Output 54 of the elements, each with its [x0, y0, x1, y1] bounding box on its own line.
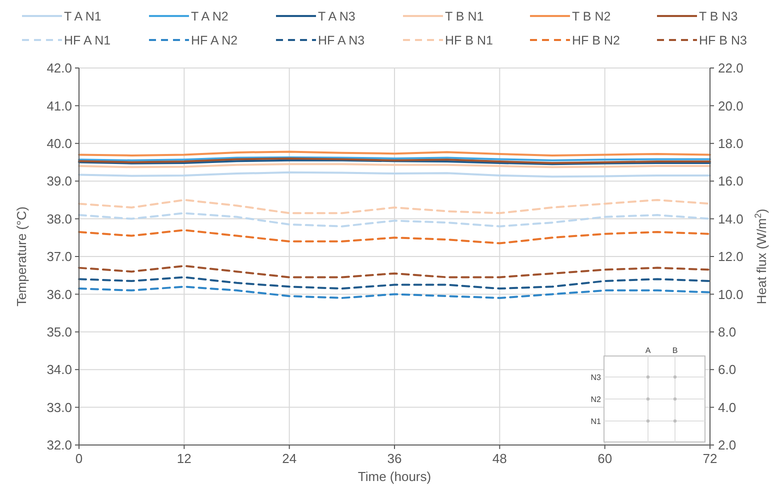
annotation: N1	[590, 416, 602, 426]
legend-label: HF B N3	[699, 33, 747, 48]
y-tick-label: 33.0	[46, 400, 72, 415]
y-tick-label: 37.0	[46, 249, 72, 264]
annotation: N2	[590, 394, 602, 404]
x-tick-label: 36	[387, 451, 402, 466]
y2-tick-label: 8.0	[718, 324, 736, 340]
y2-tick-label: 14.0	[718, 211, 744, 226]
y-tick-label: 39.0	[46, 174, 72, 189]
x-tick-label: 0	[75, 451, 83, 466]
y2-tick-label: 4.0	[718, 400, 736, 415]
legend-label: HF A N1	[64, 33, 111, 48]
x-tick-label: 12	[176, 451, 192, 466]
y-axis-title: Temperature (°C)	[14, 206, 29, 306]
x-tick-label: 24	[282, 451, 297, 466]
y-tick-label: 41.0	[46, 98, 72, 114]
y-tick-label: 42.0	[46, 60, 72, 76]
legend-label: T A N3	[318, 9, 356, 24]
y-tick-label: 38.0	[46, 211, 72, 226]
y-tick-label: 34.0	[46, 362, 72, 378]
line-series	[78, 198, 711, 214]
y-tick-label: 40.0	[46, 136, 72, 151]
y2-tick-label: 2.0	[718, 438, 736, 453]
line-series	[78, 286, 711, 299]
line-series	[78, 229, 711, 244]
x-axis-title: Time (hours)	[358, 469, 432, 484]
legend-label: T A N1	[64, 9, 102, 24]
y2-tick-label: 10.0	[718, 286, 744, 302]
y-tick-label: 36.0	[46, 286, 72, 302]
legend-label: T B N1	[445, 9, 484, 24]
x-tick-label: 48	[492, 451, 507, 466]
y2-tick-label: 12.0	[718, 249, 744, 264]
legend-label: HF B N2	[572, 33, 620, 48]
legend-label: HF B N1	[445, 33, 493, 48]
legend-label: T B N2	[572, 9, 611, 24]
annotation: B	[672, 346, 678, 355]
line-series	[78, 276, 711, 290]
y2-tick-label: 6.0	[718, 362, 736, 378]
y2-tick-label: 22.0	[718, 60, 744, 76]
legend-label: HF A N2	[191, 33, 238, 48]
annotation: N3	[590, 372, 602, 382]
legend-label: HF A N3	[318, 33, 365, 48]
legend-label: T A N2	[191, 9, 228, 24]
x-tick-label: 72	[702, 451, 718, 466]
line-series	[78, 264, 711, 278]
y-tick-label: 32.0	[46, 438, 72, 453]
y-tick-label: 35.0	[46, 324, 72, 340]
x-tick-label: 60	[598, 451, 612, 466]
annotation: A	[645, 346, 652, 355]
line-series	[78, 212, 711, 228]
y2-tick-label: 18.0	[718, 136, 744, 151]
y2-tick-label: 20.0	[718, 98, 744, 114]
y2-tick-label: 16.0	[718, 174, 744, 189]
legend-label: T B N3	[699, 9, 738, 24]
